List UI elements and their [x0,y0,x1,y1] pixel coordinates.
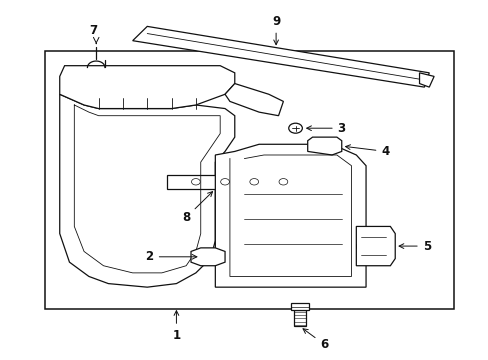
Polygon shape [356,226,394,266]
Text: 1: 1 [172,311,180,342]
Circle shape [279,179,287,185]
Text: 7: 7 [89,24,98,37]
Polygon shape [132,26,428,87]
Circle shape [249,179,258,185]
Text: 2: 2 [145,250,197,263]
Text: 5: 5 [398,240,430,253]
Text: 6: 6 [303,329,328,351]
Text: 9: 9 [271,14,280,45]
Polygon shape [60,66,234,109]
Polygon shape [60,94,234,287]
Polygon shape [215,144,366,287]
Polygon shape [191,248,224,266]
Polygon shape [224,84,283,116]
Circle shape [220,179,229,185]
Circle shape [191,179,200,185]
Text: 8: 8 [182,192,212,224]
Bar [45,51,453,309]
Polygon shape [290,303,308,310]
Text: 3: 3 [306,122,345,135]
Polygon shape [307,137,341,155]
Polygon shape [166,175,302,189]
Text: 4: 4 [345,145,389,158]
Circle shape [288,123,302,133]
Polygon shape [419,73,433,87]
Polygon shape [293,310,305,327]
